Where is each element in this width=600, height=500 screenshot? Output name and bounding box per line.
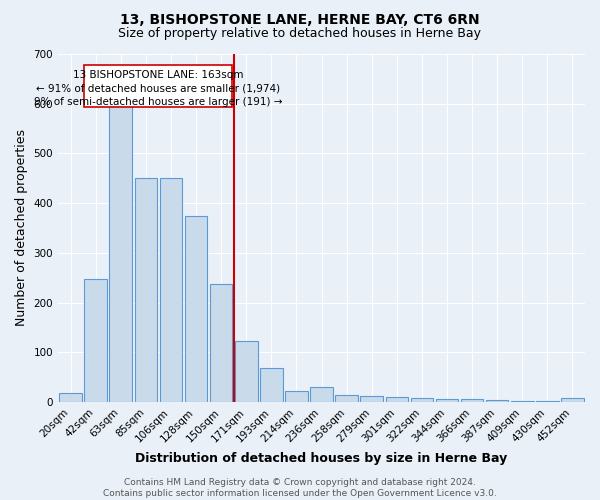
Text: 9% of semi-detached houses are larger (191) →: 9% of semi-detached houses are larger (1… <box>34 96 283 106</box>
Bar <box>85 279 107 402</box>
Bar <box>160 178 182 402</box>
Bar <box>59 394 82 402</box>
Bar <box>109 98 132 402</box>
Bar <box>185 216 208 402</box>
Text: 13, BISHOPSTONE LANE, HERNE BAY, CT6 6RN: 13, BISHOPSTONE LANE, HERNE BAY, CT6 6RN <box>120 12 480 26</box>
Bar <box>285 391 308 402</box>
Bar <box>461 400 484 402</box>
Bar <box>310 387 333 402</box>
Bar <box>210 284 232 402</box>
Bar <box>386 397 408 402</box>
Bar <box>486 400 508 402</box>
Text: ← 91% of detached houses are smaller (1,974): ← 91% of detached houses are smaller (1,… <box>37 84 280 94</box>
FancyBboxPatch shape <box>85 65 232 107</box>
Bar <box>561 398 584 402</box>
Text: 13 BISHOPSTONE LANE: 163sqm: 13 BISHOPSTONE LANE: 163sqm <box>73 70 244 80</box>
Bar <box>260 368 283 402</box>
Bar <box>134 178 157 402</box>
X-axis label: Distribution of detached houses by size in Herne Bay: Distribution of detached houses by size … <box>136 452 508 465</box>
Bar <box>436 399 458 402</box>
Text: Contains HM Land Registry data © Crown copyright and database right 2024.
Contai: Contains HM Land Registry data © Crown c… <box>103 478 497 498</box>
Bar <box>511 401 533 402</box>
Bar <box>410 398 433 402</box>
Bar <box>235 342 257 402</box>
Bar <box>536 401 559 402</box>
Text: Size of property relative to detached houses in Herne Bay: Size of property relative to detached ho… <box>119 28 482 40</box>
Y-axis label: Number of detached properties: Number of detached properties <box>15 130 28 326</box>
Bar <box>335 395 358 402</box>
Bar <box>361 396 383 402</box>
